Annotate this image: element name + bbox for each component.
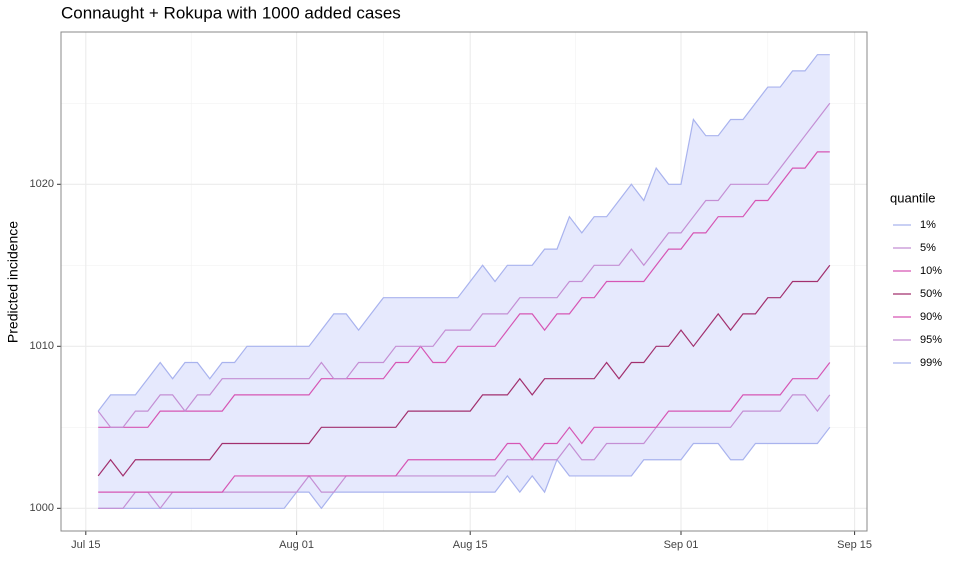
x-tick-label: Aug 15 (453, 539, 488, 551)
x-tick-label: Jul 15 (71, 539, 100, 551)
legend-label: 95% (920, 334, 942, 346)
legend-label: 10% (920, 265, 942, 277)
legend-label: 90% (920, 311, 942, 323)
x-tick-label: Sep 01 (664, 539, 699, 551)
y-tick-label: 1000 (30, 502, 54, 514)
series-line (98, 151, 830, 428)
series-line (97, 264, 831, 477)
x-tick-label: Aug 01 (279, 539, 314, 551)
series-line (98, 362, 831, 493)
legend-title: quantile (890, 190, 936, 205)
y-axis-title: Predicted incidence (5, 221, 21, 343)
chart-title: Connaught + Rokupa with 1000 added cases (61, 3, 401, 22)
series-line (98, 426, 831, 510)
y-tick-label: 1010 (30, 340, 54, 352)
plot-border (60, 31, 868, 532)
series-line (97, 54, 830, 412)
legend-label: 1% (920, 219, 936, 231)
series-line (97, 102, 831, 428)
y-tick-label: 1020 (30, 178, 54, 190)
legend-label: 5% (920, 242, 936, 254)
x-tick-label: Sep 15 (837, 539, 872, 551)
legend-label: 50% (920, 288, 942, 300)
legend-label: 99% (920, 357, 942, 369)
